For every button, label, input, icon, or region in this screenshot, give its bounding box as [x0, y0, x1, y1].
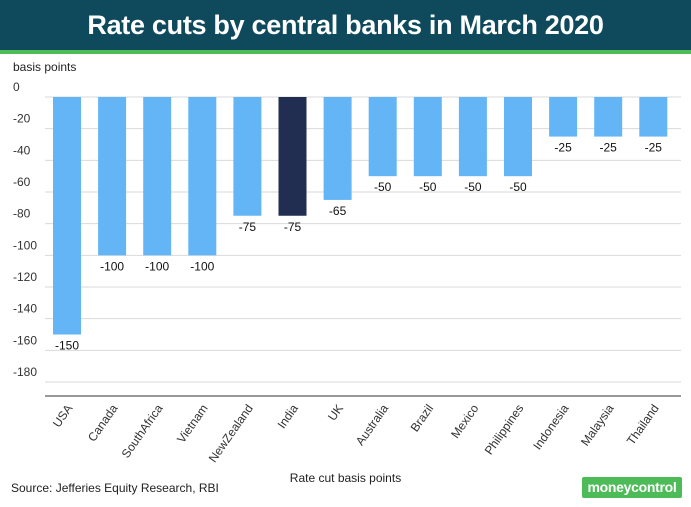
- data-label-thailand: -25: [645, 141, 663, 155]
- category-label-usa: USA: [50, 402, 76, 430]
- data-label-canada: -100: [100, 259, 124, 273]
- bar-vietnam: [188, 97, 217, 256]
- data-labels: -150 -100 -100 -100 -75 -75 -65 -50 -50 -50 -50 -25…: [55, 141, 662, 353]
- y-tick-label: -160: [13, 333, 37, 347]
- category-label-uk: UK: [325, 402, 346, 424]
- y-tick-label: -40: [13, 143, 31, 157]
- bar-mexico: [458, 97, 487, 177]
- data-label-southafrica: -100: [145, 259, 169, 273]
- bars: [53, 97, 668, 335]
- bar-uk: [323, 97, 352, 200]
- source-note: Source: Jefferies Equity Research, RBI: [11, 481, 219, 495]
- y-tick-label: -120: [13, 270, 37, 284]
- x-axis-label: Rate cut basis points: [289, 471, 402, 485]
- category-label-southafrica: SouthAfrica: [119, 401, 166, 460]
- data-label-usa: -150: [55, 339, 79, 353]
- category-label-india: India: [275, 401, 302, 431]
- y-tick-label: -80: [13, 207, 31, 221]
- y-tick-label: -180: [13, 365, 37, 379]
- bar-india: [278, 97, 307, 216]
- y-tick-label: 0: [13, 80, 20, 94]
- category-label-thailand: Thailand: [624, 402, 662, 448]
- y-tick-label: -140: [13, 302, 37, 316]
- header-bar: [0, 0, 691, 50]
- bar-newzealand: [233, 97, 262, 216]
- data-label-newzealand: -75: [239, 220, 257, 234]
- bar-southafrica: [143, 97, 172, 256]
- y-tick-label: -100: [13, 238, 37, 252]
- bar-canada: [98, 97, 127, 256]
- header-accent-stripe: [0, 50, 691, 54]
- data-label-uk: -65: [329, 204, 347, 218]
- bar-indonesia: [549, 97, 578, 137]
- category-label-indonesia: Indonesia: [530, 401, 572, 452]
- category-label-philippines: Philippines: [482, 402, 527, 458]
- data-label-indonesia: -25: [554, 141, 572, 155]
- bar-usa: [53, 97, 81, 335]
- category-label-newzealand: NewZealand: [206, 402, 256, 465]
- data-label-malaysia: -25: [600, 141, 618, 155]
- page-title: Rate cuts by central banks in March 2020: [87, 10, 604, 40]
- y-tick-labels: 0 -20 -40 -60 -80 -100 -120 -140 -160 -180: [13, 80, 37, 379]
- category-label-australia: Australia: [353, 401, 391, 448]
- y-tick-label: -60: [13, 175, 31, 189]
- data-label-india: -75: [284, 220, 302, 234]
- moneycontrol-logo: moneycontrol: [582, 477, 682, 498]
- data-label-brazil: -50: [419, 180, 437, 194]
- bar-malaysia: [594, 97, 623, 137]
- bar-brazil: [413, 97, 442, 177]
- y-axis-label: basis points: [13, 60, 77, 74]
- data-label-vietnam: -100: [190, 259, 214, 273]
- bar-thailand: [639, 97, 668, 137]
- data-label-philippines: -50: [509, 180, 527, 194]
- category-label-mexico: Mexico: [448, 401, 481, 440]
- category-label-malaysia: Malaysia: [578, 401, 617, 448]
- data-label-australia: -50: [374, 180, 392, 194]
- bar-philippines: [504, 97, 532, 177]
- category-label-canada: Canada: [85, 401, 121, 444]
- category-label-brazil: Brazil: [408, 402, 437, 435]
- y-tick-label: -20: [13, 112, 31, 126]
- bar-australia: [368, 97, 397, 177]
- data-label-mexico: -50: [464, 180, 482, 194]
- category-label-vietnam: Vietnam: [174, 402, 211, 446]
- gridlines: [45, 96, 681, 383]
